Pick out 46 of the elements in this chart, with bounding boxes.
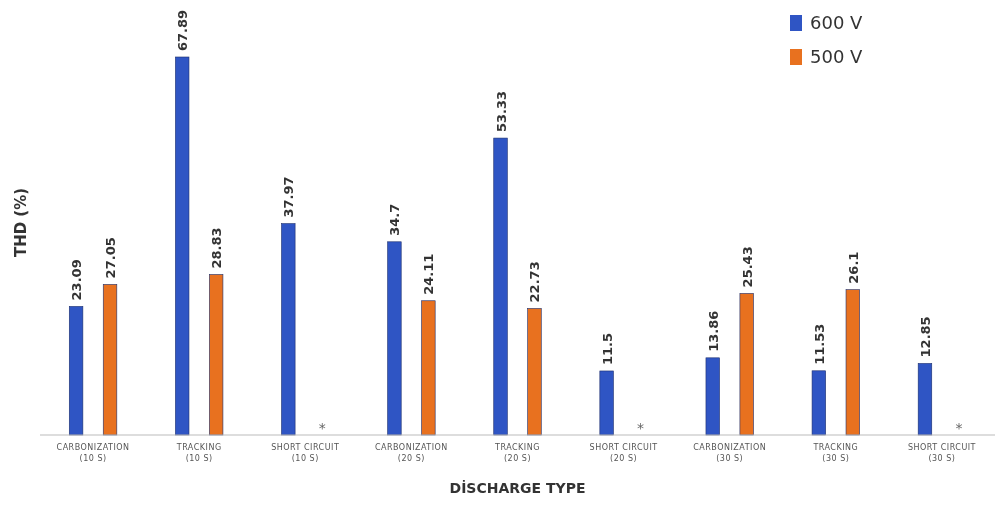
data-label: 11.5 bbox=[599, 332, 615, 365]
bar bbox=[917, 363, 933, 436]
bar bbox=[421, 300, 436, 436]
bar bbox=[599, 370, 614, 436]
bar bbox=[209, 274, 224, 436]
data-label: 11.53 bbox=[811, 323, 827, 365]
y-axis-title: THD (%) bbox=[12, 187, 30, 258]
data-label: 34.7 bbox=[387, 203, 403, 236]
x-tick-label: SHORT CIRCUIT (30 S) bbox=[907, 443, 976, 463]
x-tick-label: CARBONIZATION (30 S) bbox=[693, 443, 767, 463]
data-label: 53.33 bbox=[493, 90, 509, 133]
data-label: 37.97 bbox=[281, 176, 297, 218]
data-label: 12.85 bbox=[917, 316, 933, 358]
data-label: 67.89 bbox=[175, 9, 191, 51]
annotation: * bbox=[955, 420, 963, 436]
data-label: 27.05 bbox=[103, 237, 119, 279]
bar bbox=[281, 223, 296, 436]
bar bbox=[493, 137, 508, 436]
annotation: * bbox=[318, 420, 326, 436]
annotation: * bbox=[637, 420, 645, 436]
data-label: 13.86 bbox=[705, 310, 721, 352]
bar bbox=[102, 284, 118, 436]
x-tick-label: SHORT CIRCUIT (20 S) bbox=[589, 443, 658, 463]
legend-label: 600 V bbox=[810, 12, 864, 33]
bar bbox=[811, 370, 826, 436]
bar bbox=[387, 241, 402, 436]
data-label: 24.11 bbox=[421, 253, 437, 295]
bar bbox=[68, 306, 84, 436]
data-label: 26.1 bbox=[845, 251, 861, 284]
x-tick-label: TRACKING (10 S) bbox=[175, 443, 222, 463]
x-axis-title: DİSCHARGE TYPE bbox=[449, 480, 586, 496]
x-tick-label: SHORT CIRCUIT (10 S) bbox=[271, 443, 340, 463]
bar bbox=[845, 289, 860, 436]
bar bbox=[705, 357, 720, 436]
bar bbox=[527, 308, 542, 436]
bar bbox=[739, 293, 754, 436]
x-tick-label: TRACKING (30 S) bbox=[812, 443, 859, 463]
bar bbox=[175, 56, 190, 436]
legend-label: 500 V bbox=[810, 46, 864, 67]
x-tick-label: TRACKING (20 S) bbox=[494, 443, 540, 463]
data-label: 28.83 bbox=[209, 227, 225, 269]
data-label: 22.73 bbox=[527, 261, 543, 303]
x-tick-label: CARBONIZATION (20 S) bbox=[374, 443, 448, 463]
x-tick-label: CARBONIZATION (10 S) bbox=[56, 443, 130, 463]
data-label: 23.09 bbox=[69, 259, 85, 301]
data-label: 25.43 bbox=[739, 246, 755, 288]
